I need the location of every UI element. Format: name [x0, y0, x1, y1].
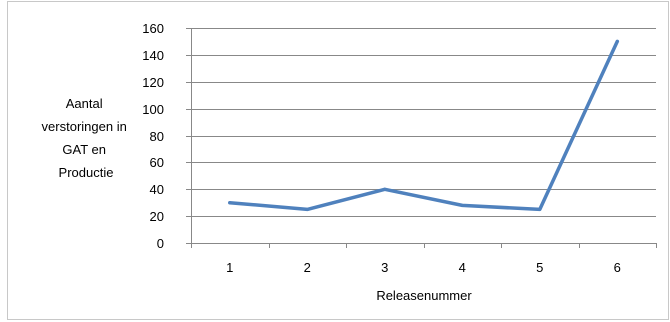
x-axis-title: Releasenummer [376, 288, 472, 303]
y-tick-label: 80 [150, 129, 164, 144]
y-tick-labels: 0 20 40 60 80 100 120 140 160 [142, 21, 164, 251]
gridlines [186, 28, 657, 248]
data-point [460, 203, 464, 207]
y-tick-label: 0 [157, 236, 164, 251]
y-axis-title-line: verstoringen in [42, 119, 127, 134]
x-tick-label: 4 [459, 260, 466, 275]
axes [191, 28, 656, 244]
y-tick-label: 160 [142, 21, 164, 36]
y-tick-label: 140 [142, 48, 164, 63]
y-axis-title-line: GAT en [62, 142, 106, 157]
data-point [615, 39, 619, 43]
x-tick-label: 5 [536, 260, 543, 275]
y-axis-title: Aantal verstoringen in GAT en Productie [42, 96, 131, 180]
y-tick-label: 60 [150, 155, 164, 170]
data-point [383, 187, 387, 191]
data-point [228, 201, 232, 205]
y-tick-label: 100 [142, 102, 164, 117]
x-tick-label: 2 [304, 260, 311, 275]
x-tick-label: 1 [226, 260, 233, 275]
x-tick-label: 6 [614, 260, 621, 275]
data-point [538, 207, 542, 211]
y-axis-title-line: Productie [59, 165, 114, 180]
y-tick-label: 120 [142, 75, 164, 90]
series-layer [228, 39, 620, 212]
series-line [228, 39, 620, 212]
x-tick-labels: 1 2 3 4 5 6 [226, 260, 621, 275]
chart-area [7, 1, 669, 320]
y-tick-label: 20 [150, 209, 164, 224]
data-point [305, 207, 309, 211]
x-tick-label: 3 [381, 260, 388, 275]
y-axis-title-line: Aantal [66, 96, 103, 111]
y-tick-label: 40 [150, 182, 164, 197]
